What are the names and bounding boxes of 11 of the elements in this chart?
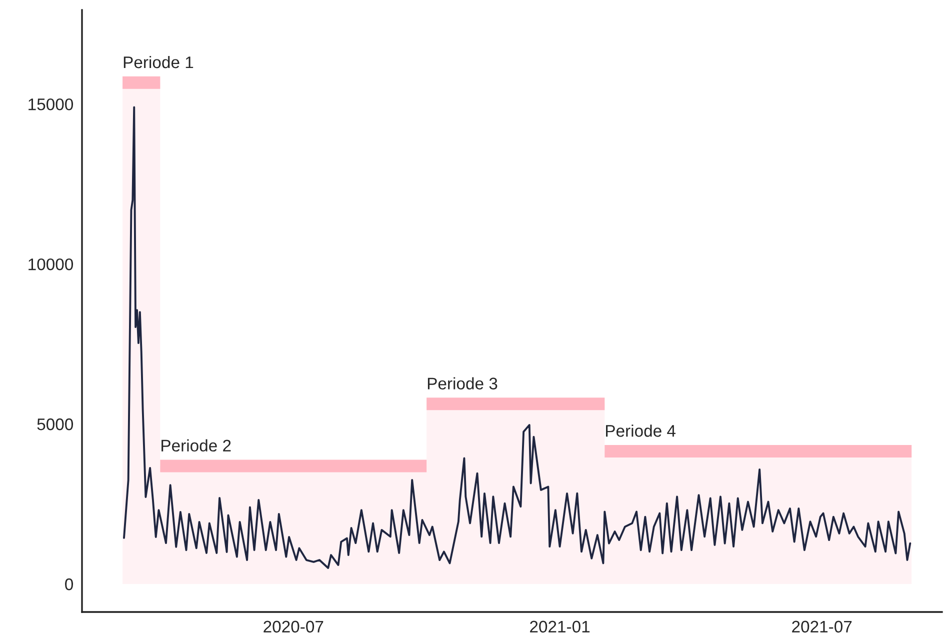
annotation: Periode 2 <box>162 439 231 452</box>
y-tick-label: 5000 <box>37 418 74 430</box>
y-tick-label: 10000 <box>28 258 74 270</box>
annotation: Periode 1 <box>124 56 194 68</box>
y-tick-label: 15000 <box>28 98 74 110</box>
y-tick-label: 0 <box>65 578 74 590</box>
annotation: Periode 4 <box>606 424 676 437</box>
x-tick-label: 2020-07 <box>264 620 324 633</box>
x-tick-label: 2021-01 <box>530 620 590 633</box>
annotation: Periode 3 <box>428 377 498 390</box>
x-tick-label: 2021-07 <box>792 620 852 633</box>
